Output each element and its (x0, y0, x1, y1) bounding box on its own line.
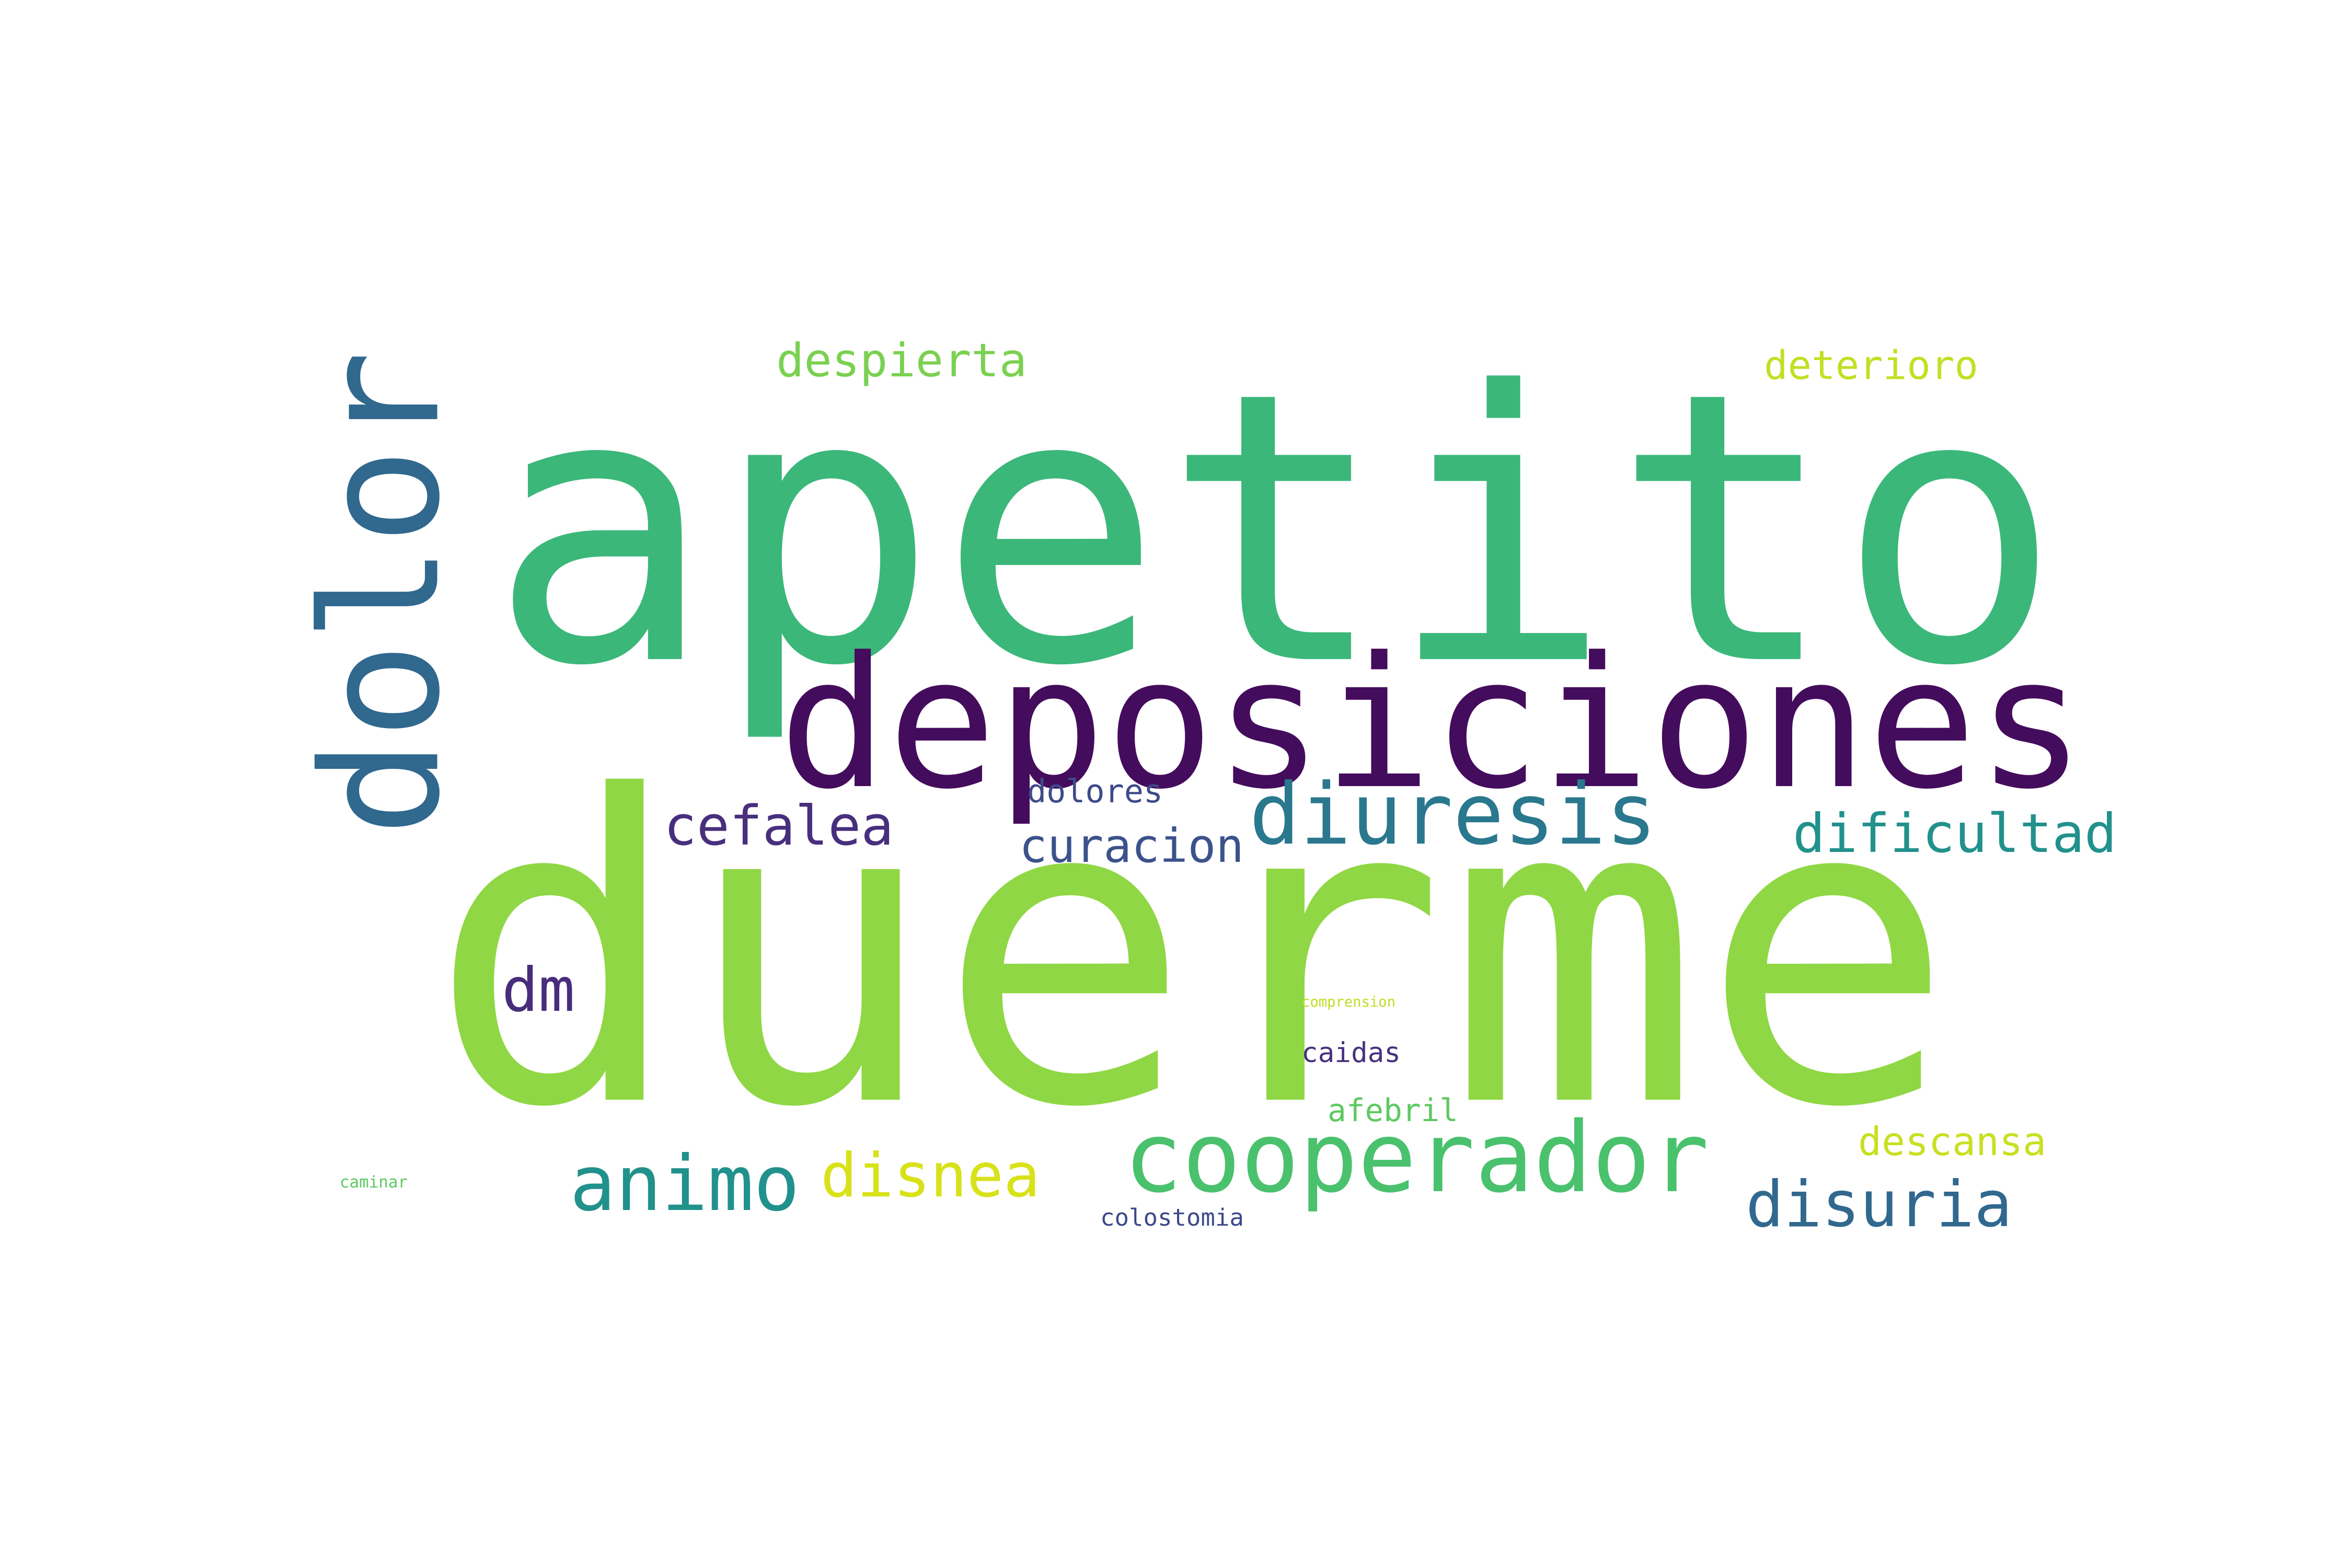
word-comprension: comprension (1301, 994, 1396, 1010)
word-dm: dm (502, 954, 575, 1025)
word-animo: animo (570, 1139, 800, 1228)
word-disuria: disuria (1746, 1168, 2012, 1242)
word-apetito: apetito (489, 313, 2062, 747)
word-diuresis: diuresis (1249, 766, 1657, 864)
word-deterioro: deterioro (1764, 342, 1978, 389)
word-disnea: disnea (821, 1140, 1040, 1211)
word-descansa: descansa (1858, 1119, 2046, 1165)
word-duerme: duerme (429, 707, 1955, 1200)
word-caidas: caidas (1301, 1036, 1401, 1069)
word-dolores: dolores (1027, 773, 1163, 811)
word-cefalea: cefalea (664, 793, 894, 858)
word-despierta: despierta (776, 333, 1027, 387)
word-cooperador: cooperador (1124, 1100, 1709, 1214)
word-dolor: dolor (287, 350, 476, 836)
word-curacion: curacion (1019, 819, 1244, 874)
word-colostomia: colostomia (1100, 1204, 1244, 1232)
word-dificultad: dificultad (1793, 802, 2117, 865)
word-afebril: afebril (1328, 1092, 1458, 1129)
word-caminar: caminar (340, 1173, 408, 1192)
word-deposiciones: deposiciones (779, 618, 2085, 829)
